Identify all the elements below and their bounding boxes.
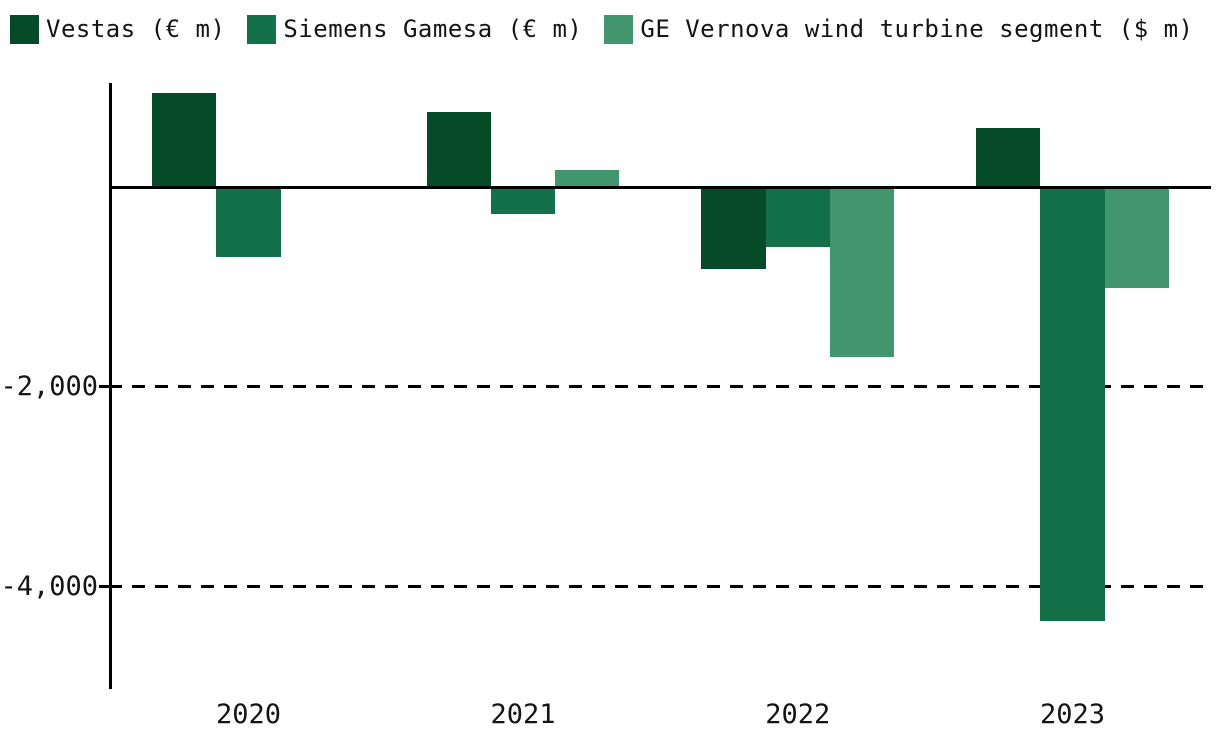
bar-siemens-gamesa-2020: [216, 185, 281, 258]
bar-siemens-gamesa-2022: [765, 185, 830, 248]
bar-ge-vernova-2023: [1104, 185, 1169, 289]
legend-label-ge-vernova: GE Vernova wind turbine segment ($ m): [640, 15, 1194, 43]
bar-vestas-2022: [701, 185, 766, 270]
legend-swatch-ge-vernova: [604, 14, 634, 44]
y-tick-label-4000: -4,000: [0, 571, 98, 603]
bar-vestas-2021: [426, 111, 491, 189]
x-label-2021: 2021: [490, 699, 556, 730]
legend-swatch-siemens-gamesa: [247, 14, 277, 44]
bar-siemens-gamesa-2023: [1040, 185, 1105, 622]
legend-label-vestas: Vestas (€ m): [46, 15, 226, 43]
gridline-4000: [109, 585, 1211, 589]
x-label-2023: 2023: [1039, 699, 1106, 730]
legend-item-ge-vernova: GE Vernova wind turbine segment ($ m): [604, 14, 1193, 44]
y-tick-2000: [99, 385, 109, 389]
bar-vestas-2023: [976, 127, 1041, 189]
x-label-2022: 2022: [765, 699, 831, 730]
x-label-2020: 2020: [215, 699, 282, 730]
y-tick-label-2000: -2,000: [0, 371, 98, 403]
legend-item-vestas: Vestas (€ m): [10, 14, 225, 44]
legend-item-siemens-gamesa: Siemens Gamesa (€ m): [247, 14, 582, 44]
legend-swatch-vestas: [10, 14, 39, 44]
bar-vestas-2020: [152, 92, 217, 189]
chart-legend: Vestas (€ m) Siemens Gamesa (€ m) GE Verno…: [10, 14, 1194, 44]
y-tick-4000: [99, 585, 109, 589]
bar-ge-vernova-2021: [555, 170, 620, 189]
zero-baseline: [109, 185, 1211, 189]
bar-siemens-gamesa-2021: [490, 185, 556, 215]
legend-label-siemens-gamesa: Siemens Gamesa (€ m): [283, 15, 583, 43]
bar-ge-vernova-2022: [829, 185, 895, 358]
gridline-2000: [109, 385, 1211, 389]
